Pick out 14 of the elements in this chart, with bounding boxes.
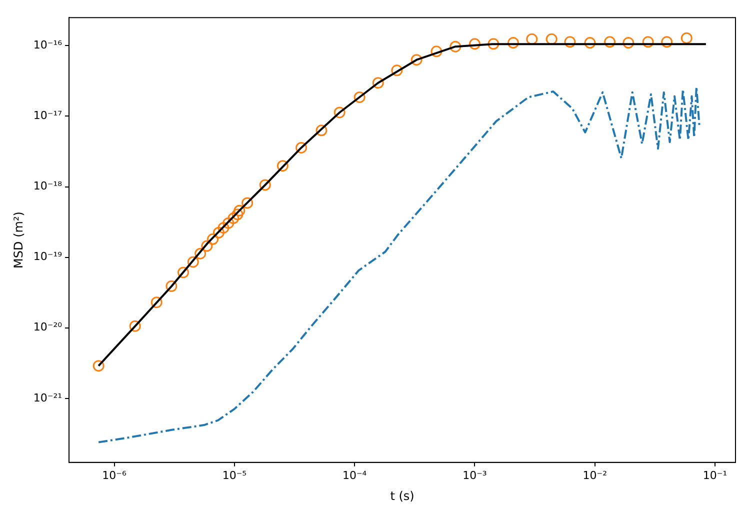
x-tick-label: 10⁻⁶ (102, 468, 127, 482)
x-tick-label: 10⁻³ (462, 468, 487, 482)
x-axis-title: t (s) (390, 488, 414, 503)
y-tick-label: 10⁻¹⁶ (33, 38, 63, 52)
y-tick-label: 10⁻¹⁷ (33, 109, 62, 122)
y-tick-label: 10⁻¹⁹ (33, 250, 62, 264)
x-tick-label: 10⁻² (582, 468, 607, 482)
x-tick-label: 10⁻⁴ (342, 468, 368, 482)
x-tick-label: 10⁻⁵ (222, 468, 247, 482)
y-tick-label: 10⁻²¹ (33, 391, 62, 404)
y-axis-title: MSD (m²) (11, 212, 26, 268)
x-tick-label: 10⁻¹ (702, 468, 728, 482)
y-tick-label: 10⁻²⁰ (33, 320, 63, 334)
y-tick-label: 10⁻¹⁸ (33, 180, 63, 193)
